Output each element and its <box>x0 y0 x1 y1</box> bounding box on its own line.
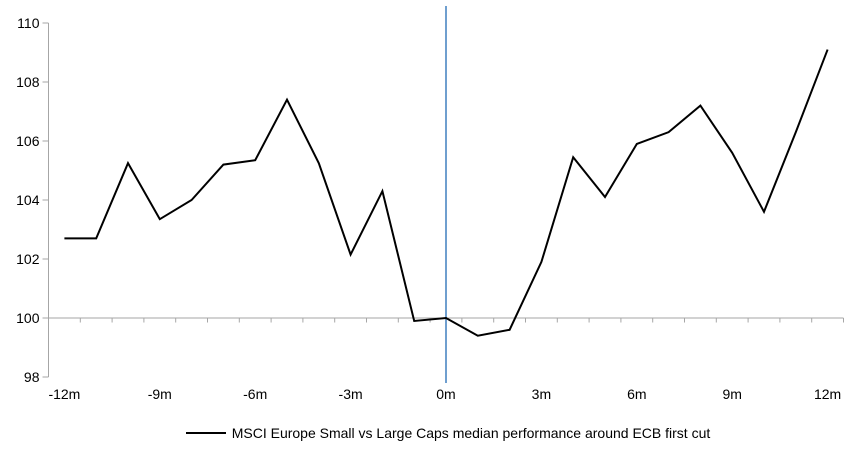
y-tick-label: 100 <box>16 310 40 326</box>
x-tick-label: -12m <box>48 386 80 402</box>
y-tick-label: 110 <box>17 15 40 31</box>
y-tick-label: 102 <box>16 251 40 267</box>
legend: MSCI Europe Small vs Large Caps median p… <box>22 425 852 441</box>
legend-label: MSCI Europe Small vs Large Caps median p… <box>231 425 711 441</box>
series-line <box>64 49 829 337</box>
legend-line-key <box>185 432 226 434</box>
y-tick-label: 98 <box>24 369 40 385</box>
y-tick-label: 104 <box>16 192 40 208</box>
y-tick-label: 106 <box>16 133 40 149</box>
x-tick-label: 9m <box>722 386 741 402</box>
x-tick-label: 0m <box>436 386 455 402</box>
x-tick-label: -9m <box>148 386 172 402</box>
x-tick-label: 12m <box>814 386 841 402</box>
y-tick-label: 108 <box>16 74 40 90</box>
x-tick-label: -6m <box>243 386 267 402</box>
x-tick-label: 6m <box>627 386 646 402</box>
x-tick-label: -3m <box>339 386 363 402</box>
x-tick-label: 3m <box>532 386 551 402</box>
